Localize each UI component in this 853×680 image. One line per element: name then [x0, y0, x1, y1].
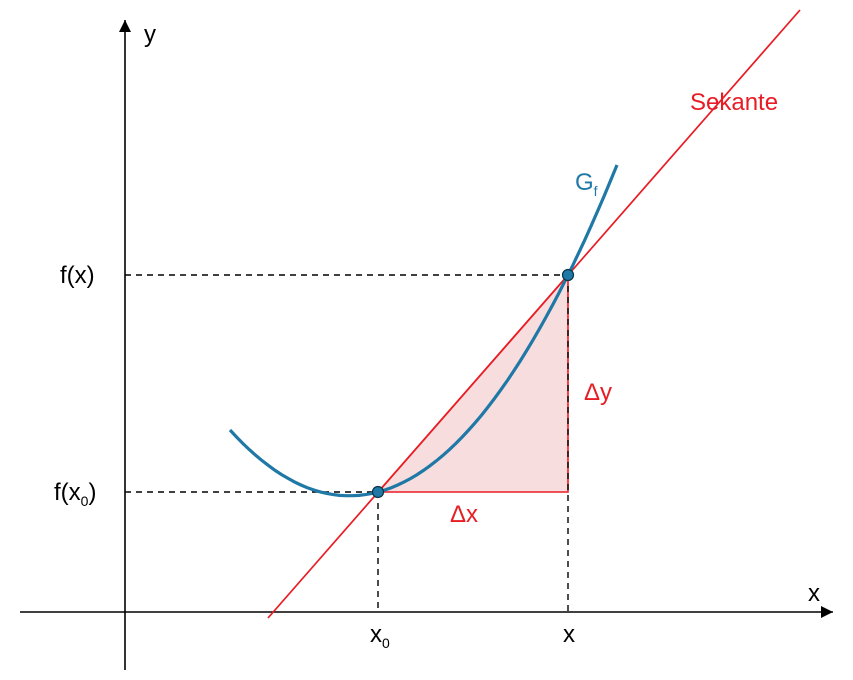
- y-axis-label: y: [144, 21, 156, 48]
- delta-y-label: Δy: [584, 379, 612, 406]
- fx1-label: f(x): [60, 262, 95, 289]
- secant-diagram: y x Sekante Gf x0 x f(x0) f(x) Δx Δy: [0, 0, 853, 680]
- secant-label: Sekante: [690, 89, 778, 116]
- fx0-label: f(x0): [54, 479, 96, 509]
- y-axis-arrow: [119, 20, 131, 32]
- x-axis-label: x: [808, 580, 820, 607]
- point-x1: [563, 270, 574, 281]
- point-x0: [373, 487, 384, 498]
- curve-label: Gf: [575, 169, 598, 199]
- delta-x-label: Δx: [450, 501, 478, 528]
- x0-label: x0: [370, 621, 390, 651]
- x-axis-arrow: [821, 606, 833, 618]
- x1-label: x: [563, 621, 575, 648]
